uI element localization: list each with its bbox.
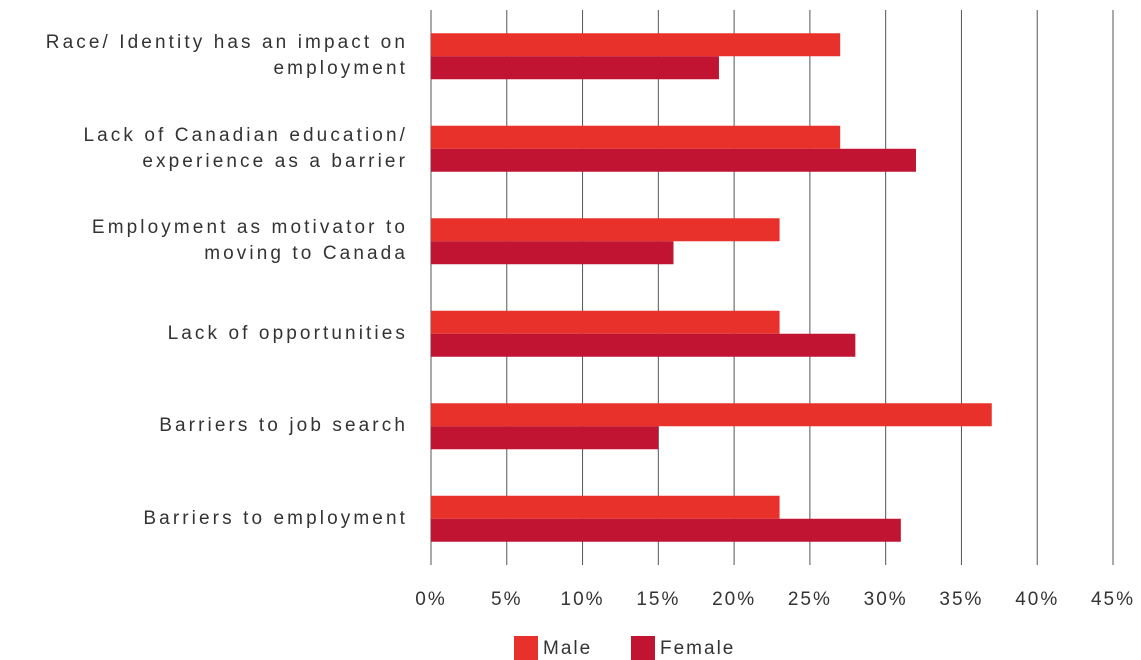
bar — [431, 56, 719, 80]
y-tick-label: Barriers to employment — [143, 507, 408, 529]
bar — [431, 241, 674, 265]
bar — [431, 218, 780, 242]
x-tick-label: 45% — [1091, 589, 1135, 610]
bar — [431, 310, 780, 334]
bar — [431, 426, 659, 450]
y-tick-label: Barriers to job search — [159, 415, 408, 437]
legend-swatch — [631, 636, 655, 660]
legend-label: Female — [660, 638, 735, 659]
y-tick-label: Lack of opportunities — [167, 322, 408, 344]
bar — [431, 518, 901, 542]
x-tick-label: 20% — [712, 589, 756, 610]
x-tick-label: 0% — [415, 589, 446, 610]
bar — [431, 125, 841, 149]
bar — [431, 148, 916, 172]
legend-label: Male — [543, 638, 592, 659]
x-tick-label: 5% — [491, 589, 522, 610]
x-tick-label: 40% — [1015, 589, 1059, 610]
x-tick-label: 25% — [788, 589, 832, 610]
bar — [431, 403, 992, 427]
legend-swatch — [514, 636, 538, 660]
x-tick-label: 30% — [864, 589, 908, 610]
bar — [431, 33, 841, 57]
y-tick-label: Race/ Identity has an impact on employme… — [45, 32, 408, 80]
y-tick-label: Employment as motivator to moving to Can… — [91, 217, 408, 265]
bar — [431, 333, 856, 357]
x-tick-label: 10% — [561, 589, 605, 610]
bar — [431, 495, 780, 519]
x-tick-label: 35% — [939, 589, 983, 610]
x-tick-label: 15% — [636, 589, 680, 610]
y-tick-label: Lack of Canadian education/ experience a… — [83, 124, 408, 172]
